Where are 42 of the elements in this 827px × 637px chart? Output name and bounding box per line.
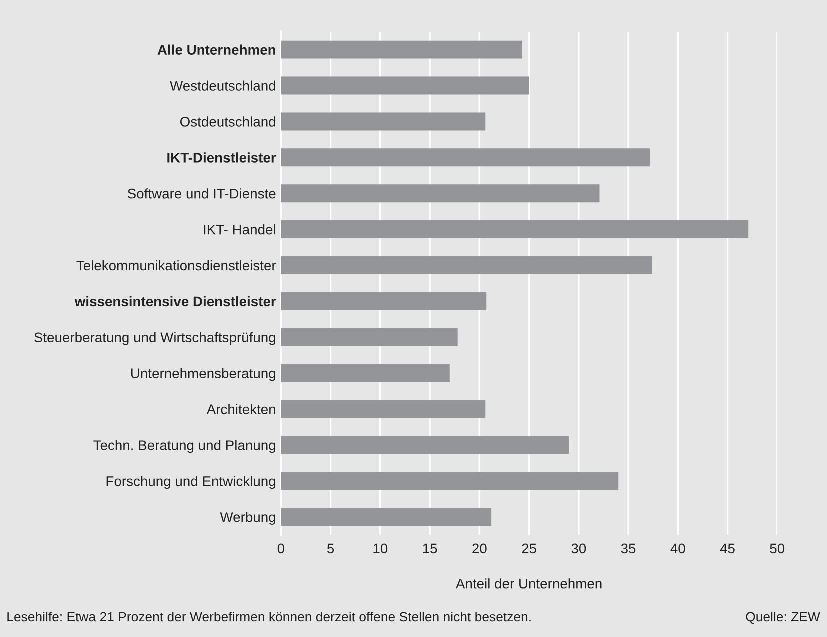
y-tick-label: wissensintensive Dienstleister <box>74 296 276 307</box>
x-tick-label: 5 <box>327 544 334 554</box>
y-tick-label: Werbung <box>220 512 276 526</box>
bar <box>281 436 569 454</box>
x-tick-label: 45 <box>720 544 735 554</box>
bar <box>281 112 486 131</box>
bar <box>281 292 487 310</box>
bar <box>281 364 450 382</box>
source-note: Quelle: ZEW <box>746 612 820 624</box>
bar <box>281 328 458 346</box>
bar <box>281 148 650 167</box>
y-tick-label: Software und IT-Dienste <box>128 188 276 199</box>
bar <box>281 400 486 418</box>
text: Lesehilfe: Etwa 21 Prozent der Werbefirmen können derzeit offene Stellen nicht besetzen. <box>8 612 531 622</box>
bar <box>281 256 652 274</box>
bar <box>281 508 492 526</box>
x-tick-label: 30 <box>572 544 586 554</box>
y-tick-label: IKT- Handel <box>204 224 276 235</box>
x-tick-label: 25 <box>522 544 536 554</box>
bar <box>281 220 749 239</box>
x-axis-title: Anteil der Unternehmen <box>456 578 602 589</box>
bar <box>281 40 522 59</box>
x-tick-label: 35 <box>621 544 636 554</box>
y-tick-label: IKT-Dienstleister <box>168 152 276 163</box>
x-tick-label: 15 <box>423 544 438 554</box>
x-tick-label: 10 <box>374 544 388 554</box>
bar <box>281 76 530 95</box>
y-tick-label: Forschung und Entwicklung <box>106 476 276 490</box>
x-tick-label: 20 <box>472 544 487 554</box>
y-tick-label: Techn. Beratung und Planung <box>94 440 276 454</box>
y-tick-label: Steuerberatung und Wirtschaftsprüfung <box>34 332 276 346</box>
x-tick-label: 50 <box>770 544 785 554</box>
y-tick-label: Ostdeutschland <box>180 116 276 127</box>
y-tick-label: Telekommunikationsdienstleister <box>76 260 276 271</box>
y-tick-label: Unternehmensberatung <box>131 368 276 382</box>
bar <box>281 184 600 203</box>
bar <box>281 472 619 490</box>
y-tick-label: Architekten <box>206 404 276 414</box>
y-tick-label: Westdeutschland <box>170 80 276 91</box>
x-tick-label: 40 <box>670 544 686 554</box>
x-tick-label: 0 <box>278 544 284 554</box>
y-tick-label: Alle Unternehmen <box>158 44 276 55</box>
